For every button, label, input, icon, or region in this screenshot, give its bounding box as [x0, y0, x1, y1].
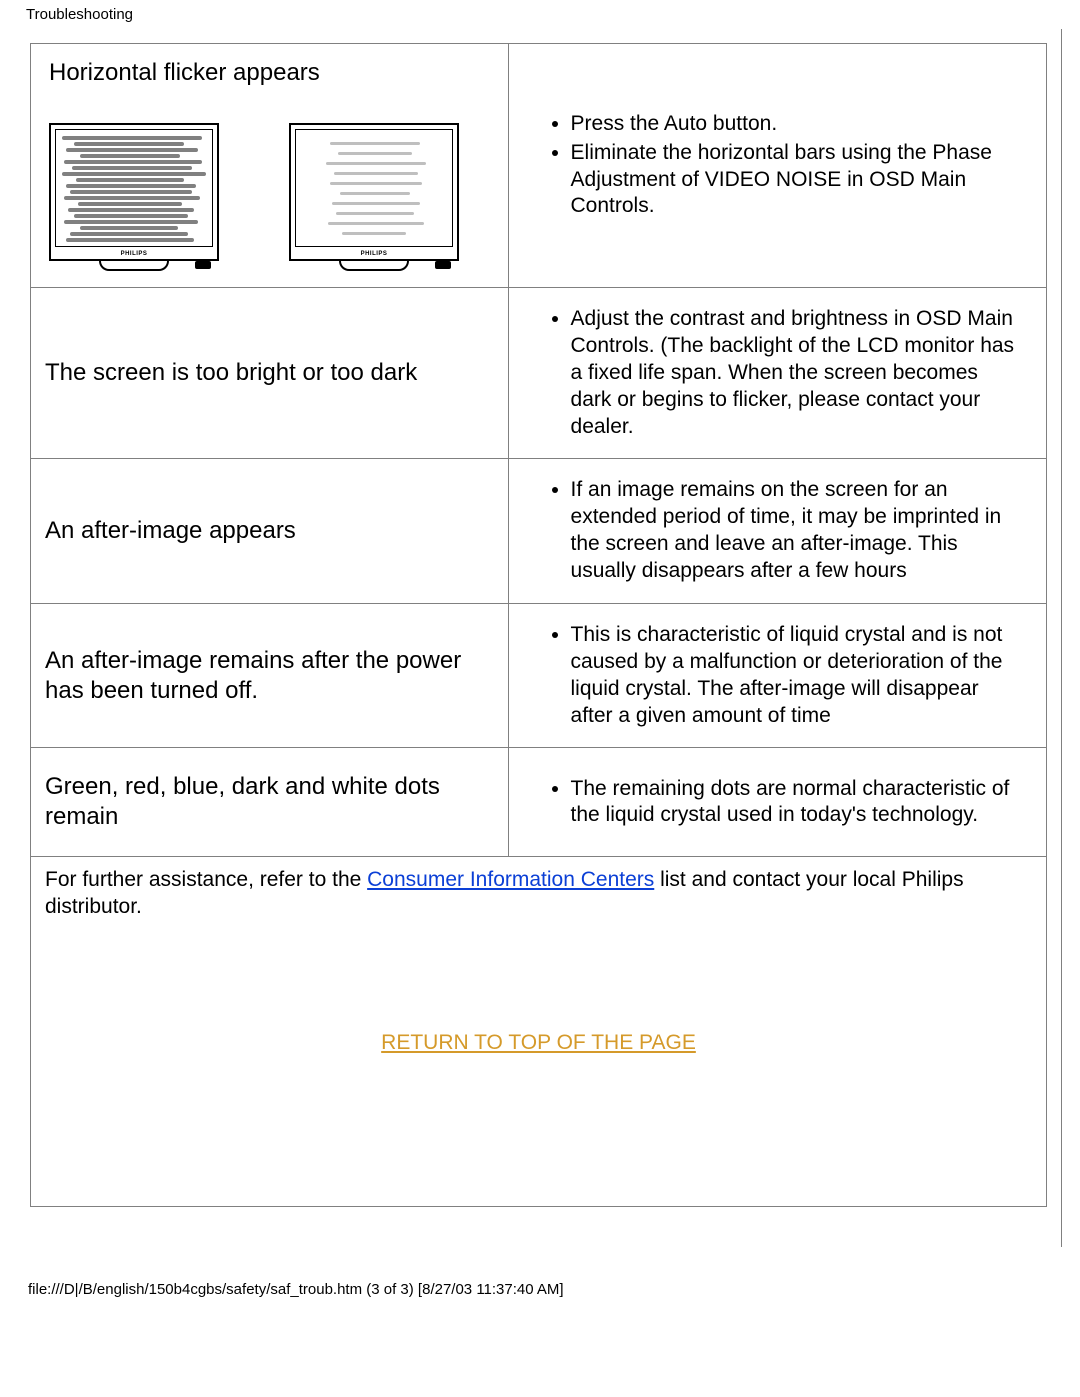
- footer-text-before: For further assistance, refer to the: [45, 868, 367, 891]
- problem-text: An after-image remains after the power h…: [45, 647, 461, 704]
- solution-item: Adjust the contrast and brightness in OS…: [571, 306, 1022, 440]
- problem-cell: Green, red, blue, dark and white dots re…: [31, 748, 509, 857]
- solution-cell: The remaining dots are normal characteri…: [508, 748, 1046, 857]
- solution-item: The remaining dots are normal characteri…: [571, 776, 1022, 830]
- main-frame: Horizontal flicker appearsPHILIPSPHILIPS…: [14, 29, 1062, 1247]
- troubleshoot-table: Horizontal flicker appearsPHILIPSPHILIPS…: [30, 43, 1047, 1207]
- solution-list: The remaining dots are normal characteri…: [553, 776, 1022, 830]
- problem-cell: Horizontal flicker appears PHILIPS PHILIPS: [31, 44, 509, 288]
- problem-text: An after-image appears: [45, 517, 296, 544]
- footer-cell: For further assistance, refer to the Con…: [31, 857, 1047, 1207]
- solution-cell: Press the Auto button.Eliminate the hori…: [508, 44, 1046, 288]
- solution-list: Press the Auto button.Eliminate the hori…: [553, 111, 1022, 221]
- page-header: Troubleshooting: [0, 0, 1080, 29]
- solution-list: If an image remains on the screen for an…: [553, 477, 1022, 585]
- problem-text: Green, red, blue, dark and white dots re…: [45, 773, 440, 830]
- solution-list: This is characteristic of liquid crystal…: [553, 622, 1022, 730]
- problem-cell: An after-image appears: [31, 459, 509, 604]
- problem-cell: The screen is too bright or too dark: [31, 288, 509, 459]
- solution-item: Press the Auto button.: [571, 111, 1022, 138]
- monitor-noisy-icon: PHILIPS: [49, 123, 219, 271]
- problem-text: The screen is too bright or too dark: [45, 359, 417, 386]
- consumer-info-link[interactable]: Consumer Information Centers: [367, 868, 654, 891]
- solution-item: If an image remains on the screen for an…: [571, 477, 1022, 585]
- solution-cell: Adjust the contrast and brightness in OS…: [508, 288, 1046, 459]
- file-path: file:///D|/B/english/150b4cgbs/safety/sa…: [0, 1247, 1080, 1328]
- problem-cell: An after-image remains after the power h…: [31, 603, 509, 748]
- monitor-illustrations: PHILIPS PHILIPS: [45, 108, 494, 273]
- return-link-wrap: RETURN TO TOP OF THE PAGE: [45, 1030, 1032, 1056]
- problem-title: Horizontal flicker appears: [49, 58, 494, 88]
- solution-item: Eliminate the horizontal bars using the …: [571, 140, 1022, 221]
- monitor-clean-icon: PHILIPS: [289, 123, 459, 271]
- solution-cell: This is characteristic of liquid crystal…: [508, 603, 1046, 748]
- return-to-top-link[interactable]: RETURN TO TOP OF THE PAGE: [381, 1031, 696, 1054]
- solution-item: This is characteristic of liquid crystal…: [571, 622, 1022, 730]
- solution-cell: If an image remains on the screen for an…: [508, 459, 1046, 604]
- solution-list: Adjust the contrast and brightness in OS…: [553, 306, 1022, 440]
